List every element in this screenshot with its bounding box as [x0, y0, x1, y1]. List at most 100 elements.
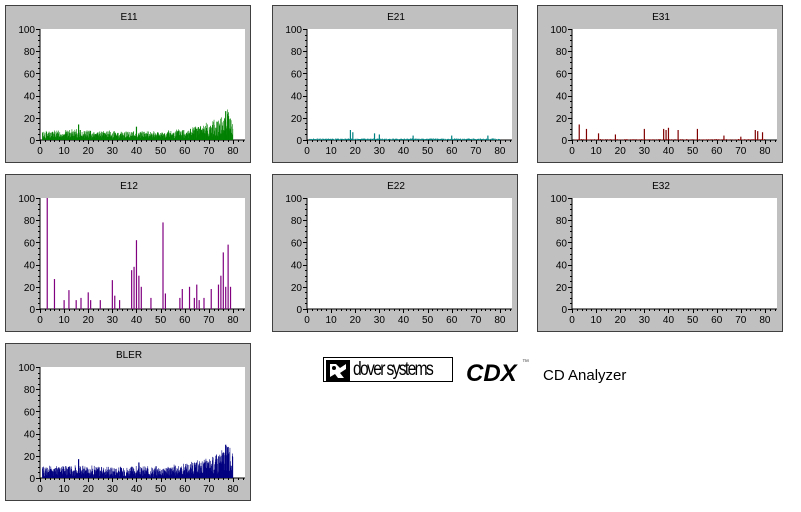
bler-x-tick-label: 50 [155, 484, 167, 495]
e32-y-tick-label: 60 [556, 238, 568, 249]
company-logo: dover systems [323, 357, 453, 382]
e12-x-tick-label: 20 [83, 315, 95, 326]
e21-y-tick-label: 60 [291, 69, 303, 80]
e11-chart: E11 0 20 40 60 80 100 0 10 20 30 40 50 60 70 80 [18, 12, 245, 157]
e21-x-tick-label: 50 [422, 146, 434, 157]
chart-panel-e31: E31 0 20 40 60 80 100 0 10 20 30 40 50 60 70 80 [537, 5, 783, 163]
e32-x-tick-label: 40 [663, 315, 675, 326]
e21-x-tick-label: 70 [470, 146, 482, 157]
e31-chart: E31 0 20 40 60 80 100 0 10 20 30 40 50 60 70 80 [550, 12, 777, 157]
e31-x-tick-label: 20 [615, 146, 627, 157]
e11-x-tick-label: 40 [131, 146, 143, 157]
e31-x-tick-label: 70 [735, 146, 747, 157]
bler-x-tick-label: 70 [203, 484, 215, 495]
bler-x-tick-label: 60 [179, 484, 191, 495]
e12-y-tick-label: 40 [24, 261, 36, 272]
e22-y-tick-label: 20 [291, 283, 303, 294]
dover-logo-icon [326, 360, 350, 381]
e22-axes: 0 20 40 60 80 100 0 10 20 30 40 50 60 70 80 [285, 194, 512, 326]
bler-y-tick-label: 80 [24, 385, 36, 396]
e12-x-tick-label: 30 [107, 315, 119, 326]
bler-chart: BLER 0 20 40 60 80 100 0 10 20 30 40 50 60 70 80 [18, 350, 245, 495]
e12-x-tick-label: 80 [227, 315, 239, 326]
e31-x-tick-label: 50 [687, 146, 699, 157]
e12-x-tick-label: 0 [37, 315, 43, 326]
e22-y-tick-label: 40 [291, 261, 303, 272]
e11-x-tick-label: 10 [59, 146, 71, 157]
e11-x-tick-label: 70 [203, 146, 215, 157]
bler-title: BLER [116, 350, 142, 361]
bler-x-tick-label: 80 [227, 484, 239, 495]
trademark-mark: ™ [522, 359, 529, 366]
e22-x-tick-label: 30 [374, 315, 386, 326]
e21-x-tick-label: 10 [326, 146, 338, 157]
e31-y-tick-label: 20 [556, 114, 568, 125]
e11-bars [42, 109, 234, 140]
e31-plot-area [572, 29, 777, 140]
e22-chart: E22 0 20 40 60 80 100 0 10 20 30 40 50 60 70 80 [285, 181, 512, 326]
e31-x-tick-label: 0 [569, 146, 575, 157]
e21-x-tick-label: 30 [374, 146, 386, 157]
e32-x-tick-label: 20 [615, 315, 627, 326]
e32-axes: 0 20 40 60 80 100 0 10 20 30 40 50 60 70 80 [550, 194, 777, 326]
e22-x-tick-label: 0 [304, 315, 310, 326]
e21-title: E21 [387, 12, 405, 23]
chart-panel-e12: E12 0 20 40 60 80 100 0 10 20 30 40 50 60 70 80 [5, 174, 251, 332]
e11-x-tick-label: 30 [107, 146, 119, 157]
bler-y-tick-label: 0 [29, 474, 35, 485]
product-description: CD Analyzer [543, 367, 627, 384]
e21-x-tick-label: 60 [446, 146, 458, 157]
chart-panel-e22: E22 0 20 40 60 80 100 0 10 20 30 40 50 60 70 80 [272, 174, 518, 332]
e32-y-tick-label: 80 [556, 216, 568, 227]
e31-x-tick-label: 80 [759, 146, 771, 157]
e21-y-tick-label: 100 [285, 25, 302, 36]
e12-y-tick-label: 0 [29, 305, 35, 316]
e22-x-tick-label: 60 [446, 315, 458, 326]
bler-x-tick-label: 20 [83, 484, 95, 495]
e11-x-tick-label: 80 [227, 146, 239, 157]
chart-panel-bler: BLER 0 20 40 60 80 100 0 10 20 30 40 50 60 70 80 [5, 343, 251, 501]
e12-bars [46, 198, 232, 309]
bler-y-tick-label: 60 [24, 407, 36, 418]
e12-y-tick-label: 80 [24, 216, 36, 227]
e22-x-tick-label: 70 [470, 315, 482, 326]
bler-bars [42, 444, 234, 478]
e12-y-tick-label: 20 [24, 283, 36, 294]
bler-x-tick-label: 0 [37, 484, 43, 495]
e21-x-tick-label: 0 [304, 146, 310, 157]
e31-y-tick-label: 80 [556, 47, 568, 58]
e11-y-tick-label: 100 [18, 25, 35, 36]
e21-y-tick-label: 20 [291, 114, 303, 125]
bler-x-tick-label: 30 [107, 484, 119, 495]
e11-y-tick-label: 20 [24, 114, 36, 125]
e12-axes: 0 20 40 60 80 100 0 10 20 30 40 50 60 70 80 [18, 194, 245, 326]
e22-y-tick-label: 80 [291, 216, 303, 227]
e22-y-tick-label: 100 [285, 194, 302, 205]
e21-bars [309, 130, 501, 140]
e11-x-tick-label: 20 [83, 146, 95, 157]
e32-plot-area [572, 198, 777, 309]
e32-x-tick-label: 50 [687, 315, 699, 326]
e32-y-tick-label: 40 [556, 261, 568, 272]
bler-plot-area [40, 367, 245, 478]
e31-x-tick-label: 10 [591, 146, 603, 157]
e22-x-tick-label: 10 [326, 315, 338, 326]
product-name: CDX [466, 360, 517, 387]
e22-y-tick-label: 0 [296, 305, 302, 316]
e12-chart: E12 0 20 40 60 80 100 0 10 20 30 40 50 60 70 80 [18, 181, 245, 326]
e22-title: E22 [387, 181, 405, 192]
e11-y-tick-label: 0 [29, 136, 35, 147]
e22-x-tick-label: 40 [398, 315, 410, 326]
chart-panel-e11: E11 0 20 40 60 80 100 0 10 20 30 40 50 60 70 80 [5, 5, 251, 163]
e11-y-tick-label: 40 [24, 92, 36, 103]
e11-x-tick-label: 50 [155, 146, 167, 157]
e32-x-tick-label: 30 [639, 315, 651, 326]
bler-x-tick-label: 40 [131, 484, 143, 495]
e11-y-tick-label: 80 [24, 47, 36, 58]
e31-x-tick-label: 60 [711, 146, 723, 157]
e12-x-tick-label: 10 [59, 315, 71, 326]
e21-x-tick-label: 80 [494, 146, 506, 157]
e31-title: E31 [652, 12, 670, 23]
e22-x-tick-label: 80 [494, 315, 506, 326]
e21-y-tick-label: 40 [291, 92, 303, 103]
